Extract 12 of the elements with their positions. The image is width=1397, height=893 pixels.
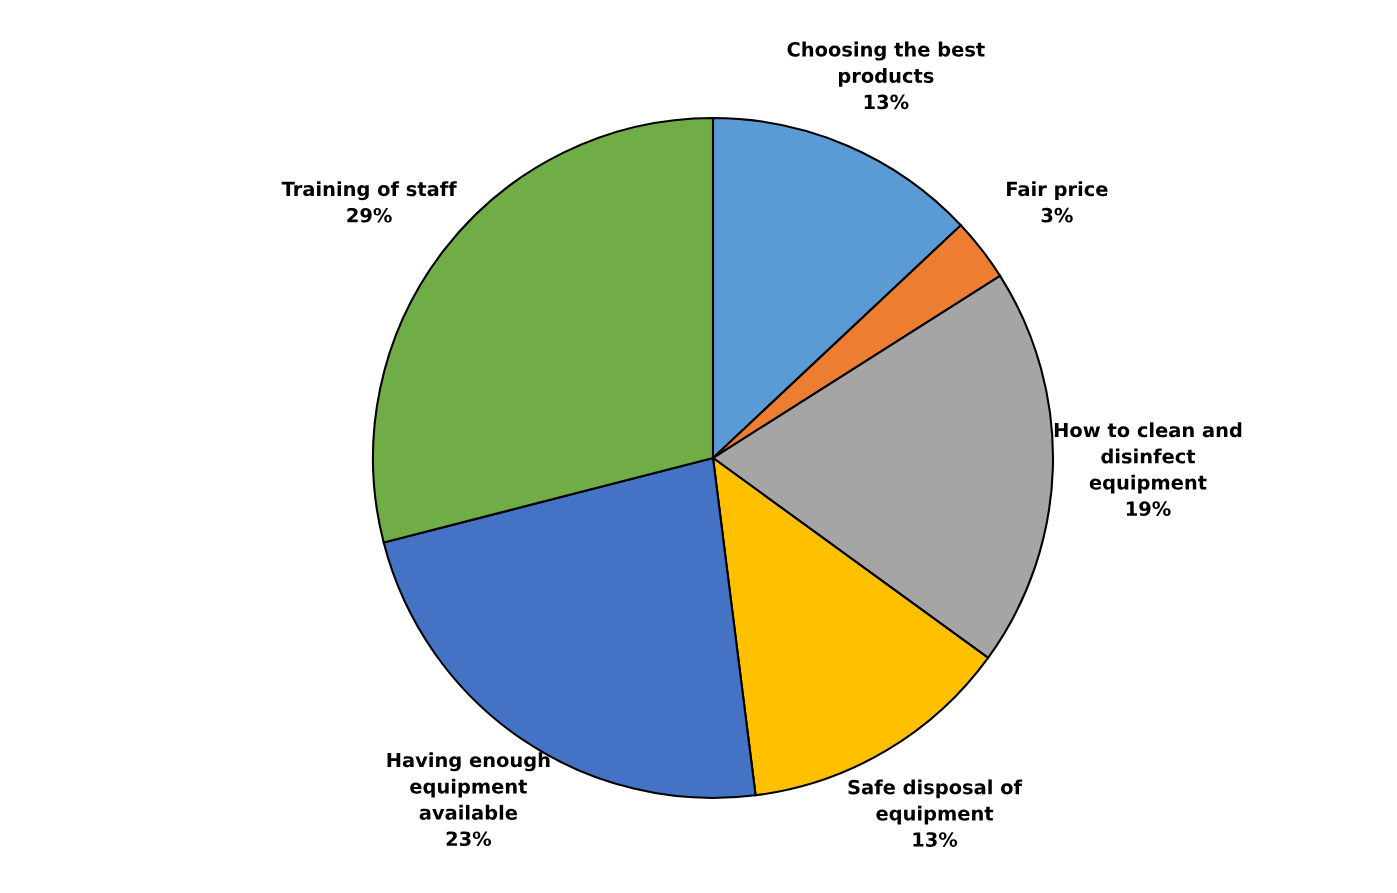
slice-label: Fair price (1007, 181, 1108, 201)
data-label: 13% (864, 94, 909, 110)
data-label: 23% (446, 831, 492, 847)
data-label: 3% (1041, 207, 1073, 223)
data-label: 19% (1126, 501, 1171, 516)
slice-label: How to clean and disinfect equipment (1054, 422, 1242, 494)
slice-label: Training of staff (281, 181, 457, 201)
slice-label: Choosing the best products (787, 41, 985, 87)
slice-label: Having enough equipment available (387, 752, 550, 820)
data-label: 29% (347, 207, 392, 223)
slice-label: Safe disposal of equipment (848, 779, 1023, 825)
data-label: 13% (913, 832, 958, 847)
